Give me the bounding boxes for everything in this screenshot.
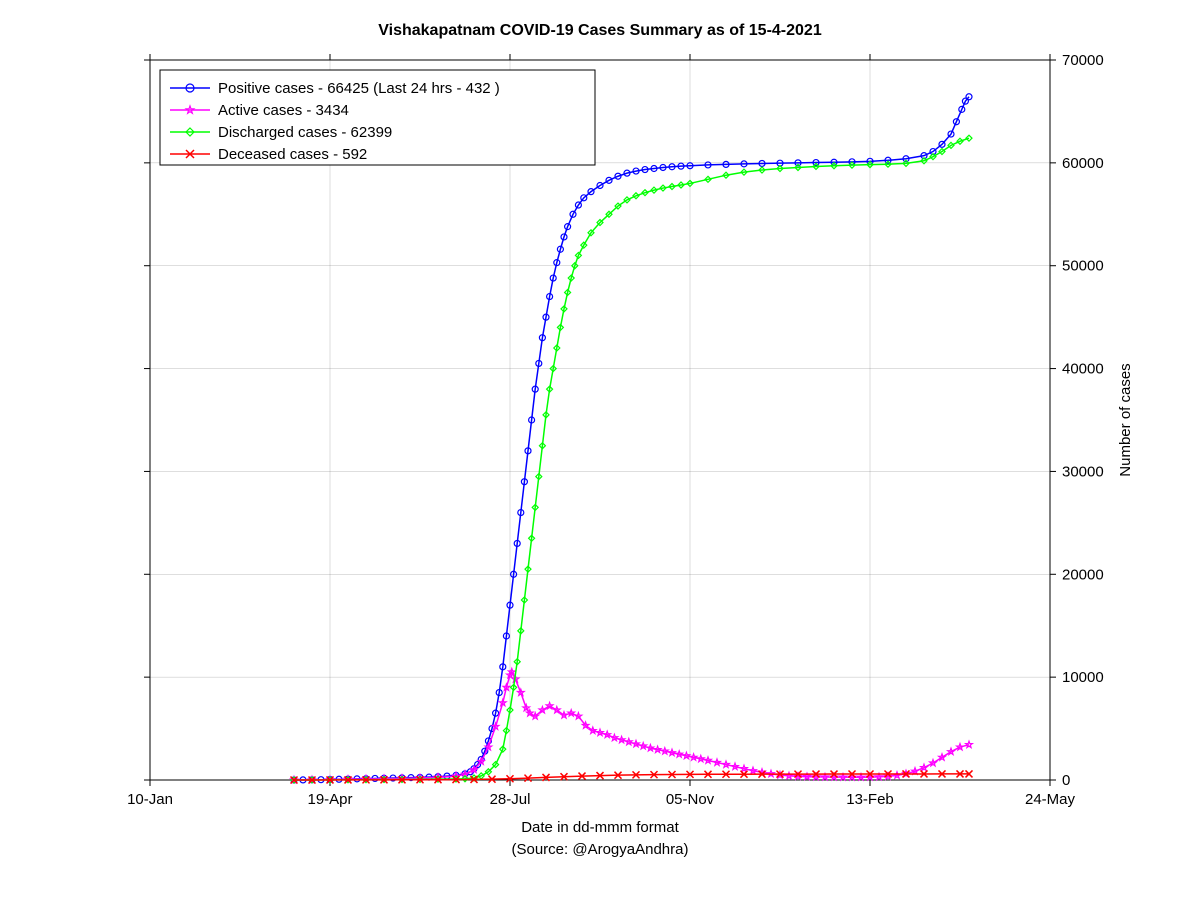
ytick-label: 0 — [1062, 772, 1070, 789]
chart-svg: 0 10000 20000 30000 40000 50000 60000 70000 10-J… — [0, 0, 1200, 898]
xtick-label: 28-Jul — [490, 791, 531, 808]
x-axis-sublabel: (Source: @ArogyaAndhra) — [512, 841, 689, 858]
legend-item-label: Deceased cases - 592 — [218, 146, 367, 163]
x-axis-label: Date in dd-mmm format — [521, 819, 679, 836]
ytick-label: 70000 — [1062, 52, 1104, 69]
ytick-label: 40000 — [1062, 361, 1104, 378]
legend: Positive cases - 66425 (Last 24 hrs - 43… — [160, 70, 595, 165]
legend-item-label: Positive cases - 66425 (Last 24 hrs - 43… — [218, 80, 500, 97]
ytick-label: 10000 — [1062, 669, 1104, 686]
ytick-label: 50000 — [1062, 258, 1104, 275]
ytick-label: 60000 — [1062, 155, 1104, 172]
xtick-label: 05-Nov — [666, 791, 715, 808]
xtick-label: 24-May — [1025, 791, 1076, 808]
chart-title: Vishakapatnam COVID-19 Cases Summary as … — [378, 22, 822, 39]
y-axis-label: Number of cases — [1117, 363, 1134, 476]
xtick-label: 19-Apr — [307, 791, 352, 808]
legend-item-label: Active cases - 3434 — [218, 102, 349, 119]
chart-container: 0 10000 20000 30000 40000 50000 60000 70000 10-J… — [0, 0, 1200, 898]
ytick-label: 20000 — [1062, 566, 1104, 583]
legend-item-label: Discharged cases - 62399 — [218, 124, 392, 141]
xtick-label: 10-Jan — [127, 791, 173, 808]
ytick-label: 30000 — [1062, 463, 1104, 480]
xtick-label: 13-Feb — [846, 791, 894, 808]
